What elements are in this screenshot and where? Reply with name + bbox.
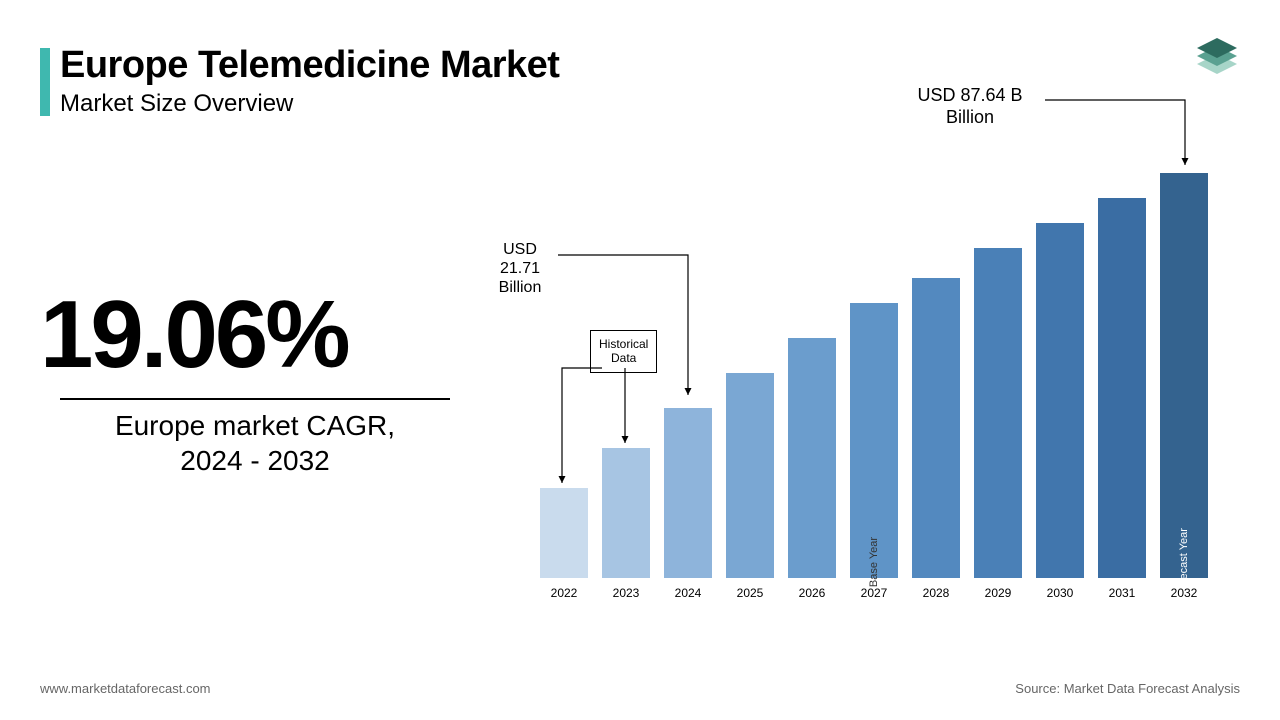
cagr-value: 19.06%	[40, 280, 348, 390]
xtick-2031: 2031	[1098, 586, 1146, 600]
xtick-2022: 2022	[540, 586, 588, 600]
xtick-2027: 2027	[850, 586, 898, 600]
bars-container: Base Year Forecast Year	[540, 150, 1240, 578]
bar-2030	[1036, 223, 1084, 578]
bar-2028	[912, 278, 960, 578]
callout-end-line2: Billion	[946, 107, 994, 127]
base-year-label: Base Year	[868, 537, 880, 587]
bar-2023	[602, 448, 650, 578]
callout-start-line2: 21.71	[500, 260, 540, 277]
brand-logo-icon	[1189, 30, 1245, 91]
bar-chart: USD 87.64 B Billion USD 21.71 Billion Hi…	[540, 150, 1240, 610]
xtick-2028: 2028	[912, 586, 960, 600]
x-axis: 2022 2023 2024 2025 2026 2027 2028 2029 2030 2031…	[540, 582, 1240, 610]
xtick-2023: 2023	[602, 586, 650, 600]
cagr-divider	[60, 398, 450, 400]
title-accent-bar	[40, 48, 50, 116]
xtick-2026: 2026	[788, 586, 836, 600]
cagr-label: Europe market CAGR, 2024 - 2032	[60, 408, 450, 478]
bar-2022	[540, 488, 588, 578]
callout-start-line1: USD	[503, 241, 537, 258]
callout-end-value: USD 87.64 B Billion	[890, 85, 1050, 128]
bar-2026	[788, 338, 836, 578]
cagr-label-line1: Europe market CAGR,	[115, 410, 395, 441]
bar-2029	[974, 248, 1022, 578]
footer-url: www.marketdataforecast.com	[40, 681, 211, 696]
page-subtitle: Market Size Overview	[60, 90, 293, 118]
xtick-2030: 2030	[1036, 586, 1084, 600]
xtick-2032: 2032	[1160, 586, 1208, 600]
bar-2031	[1098, 198, 1146, 578]
bar-2025	[726, 373, 774, 578]
cagr-label-line2: 2024 - 2032	[180, 445, 329, 476]
callout-start-line3: Billion	[499, 279, 542, 296]
page: Europe Telemedicine Market Market Size O…	[0, 0, 1280, 720]
bar-2032: Forecast Year	[1160, 173, 1208, 578]
footer-source: Source: Market Data Forecast Analysis	[1015, 681, 1240, 696]
bar-2027: Base Year	[850, 303, 898, 578]
xtick-2025: 2025	[726, 586, 774, 600]
bar-2024	[664, 408, 712, 578]
xtick-2024: 2024	[664, 586, 712, 600]
callout-end-line1: USD 87.64 B	[917, 85, 1022, 105]
page-title: Europe Telemedicine Market	[60, 44, 559, 87]
xtick-2029: 2029	[974, 586, 1022, 600]
